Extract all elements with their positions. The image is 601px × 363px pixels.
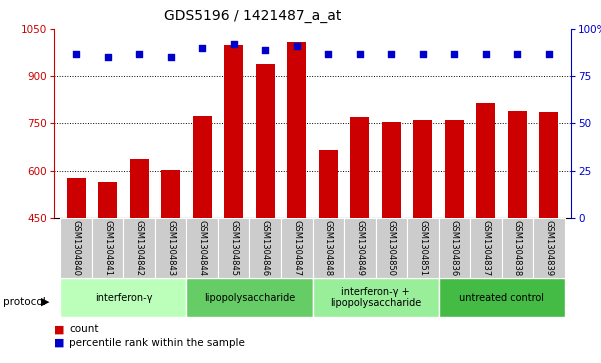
Text: GSM1304841: GSM1304841 [103, 220, 112, 276]
Bar [407, 218, 439, 278]
Point [260, 47, 270, 53]
Bar [67, 179, 85, 218]
Point [166, 54, 175, 60]
Bar [344, 218, 376, 278]
Bar [502, 218, 533, 278]
Bar [439, 278, 565, 317]
Point [103, 54, 112, 60]
Text: GSM1304839: GSM1304839 [545, 220, 554, 276]
Text: GSM1304846: GSM1304846 [261, 220, 270, 276]
Bar [287, 42, 307, 218]
Text: untreated control: untreated control [459, 293, 544, 303]
Text: GSM1304851: GSM1304851 [418, 220, 427, 276]
Point [197, 45, 207, 51]
Point [481, 51, 490, 57]
Text: GSM1304843: GSM1304843 [166, 220, 175, 276]
Text: ■: ■ [54, 324, 64, 334]
Bar [256, 64, 275, 218]
Bar [540, 113, 558, 218]
Text: GSM1304838: GSM1304838 [513, 220, 522, 276]
Bar [98, 182, 117, 218]
Text: GSM1304850: GSM1304850 [387, 220, 396, 276]
Point [292, 43, 302, 49]
Text: ▶: ▶ [41, 297, 49, 307]
Point [513, 51, 522, 57]
Bar [123, 218, 155, 278]
Text: protocol: protocol [3, 297, 46, 307]
Text: GSM1304845: GSM1304845 [229, 220, 238, 276]
Bar [313, 278, 439, 317]
Bar [413, 120, 432, 218]
Text: GDS5196 / 1421487_a_at: GDS5196 / 1421487_a_at [163, 9, 341, 23]
Bar [224, 45, 243, 218]
Bar [477, 103, 495, 218]
Point [72, 51, 81, 57]
Bar [60, 218, 92, 278]
Text: interferon-γ +
lipopolysaccharide: interferon-γ + lipopolysaccharide [330, 287, 421, 309]
Point [229, 41, 239, 47]
Point [418, 51, 428, 57]
Bar [130, 159, 148, 218]
Bar [382, 122, 401, 218]
Bar [439, 218, 470, 278]
Bar [249, 218, 281, 278]
Bar [445, 120, 464, 218]
Bar [313, 218, 344, 278]
Text: GSM1304842: GSM1304842 [135, 220, 144, 276]
Text: lipopolysaccharide: lipopolysaccharide [204, 293, 295, 303]
Bar [186, 278, 313, 317]
Point [544, 51, 554, 57]
Text: count: count [69, 324, 99, 334]
Text: GSM1304836: GSM1304836 [450, 220, 459, 276]
Bar [60, 278, 186, 317]
Bar [161, 170, 180, 218]
Text: interferon-γ: interferon-γ [95, 293, 152, 303]
Bar [350, 117, 369, 218]
Bar [470, 218, 502, 278]
Bar [218, 218, 249, 278]
Text: GSM1304847: GSM1304847 [292, 220, 301, 276]
Point [450, 51, 459, 57]
Text: ■: ■ [54, 338, 64, 348]
Bar [92, 218, 123, 278]
Text: GSM1304848: GSM1304848 [324, 220, 333, 276]
Bar [281, 218, 313, 278]
Text: GSM1304837: GSM1304837 [481, 220, 490, 276]
Bar [508, 111, 527, 218]
Text: GSM1304844: GSM1304844 [198, 220, 207, 276]
Bar [319, 150, 338, 218]
Text: GSM1304849: GSM1304849 [355, 220, 364, 276]
Point [135, 51, 144, 57]
Bar [193, 115, 212, 218]
Point [386, 51, 396, 57]
Bar [533, 218, 565, 278]
Bar [376, 218, 407, 278]
Bar [155, 218, 186, 278]
Point [323, 51, 333, 57]
Text: GSM1304840: GSM1304840 [72, 220, 81, 276]
Bar [186, 218, 218, 278]
Text: percentile rank within the sample: percentile rank within the sample [69, 338, 245, 348]
Point [355, 51, 365, 57]
